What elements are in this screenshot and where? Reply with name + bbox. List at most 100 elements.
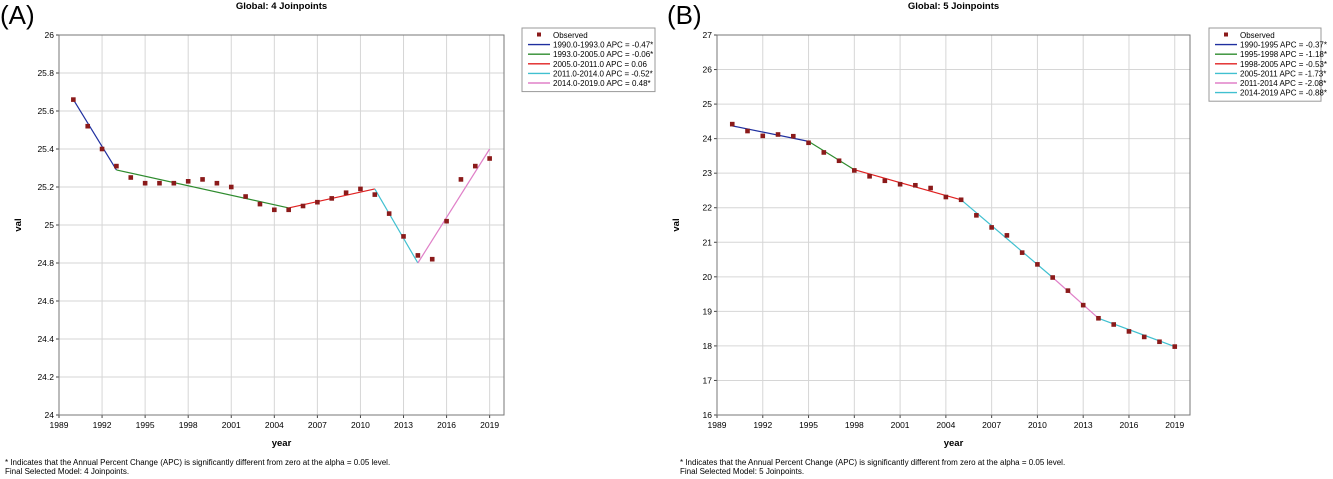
observed-point [415, 253, 421, 258]
y-tick-label: 25 [45, 220, 55, 230]
observed-point [852, 168, 857, 173]
x-tick-label: 2013 [394, 420, 413, 430]
plot-frame [716, 34, 1191, 416]
observed-point [1019, 250, 1025, 255]
legend-entry: 1993.0-2005.0 APC = -0.06* [553, 50, 653, 59]
observed-point [343, 190, 349, 195]
plot-area [717, 35, 1190, 415]
observed-point [458, 177, 464, 182]
x-tick-label: 2016 [1120, 420, 1139, 430]
y-tick-label: 17 [703, 375, 713, 385]
observed-point [897, 181, 903, 187]
observed-point [99, 146, 105, 152]
observed-point [300, 203, 306, 209]
joinpoint-chart-b: (B) Global: 5 Joinpoints 16 17 18 19 20 21 22 23 2… [667, 0, 1327, 476]
y-axis-label: val [13, 218, 24, 231]
observed-point [1141, 334, 1147, 340]
final-model-note: Final Selected Model: 4 Joinpoints. [5, 467, 129, 476]
observed-point [444, 218, 449, 224]
observed-point [286, 207, 291, 213]
observed-point [128, 175, 134, 180]
observed-point [989, 225, 994, 230]
y-tick-label: 18 [703, 341, 713, 351]
x-tick-label: 2004 [936, 420, 955, 430]
observed-point [836, 158, 842, 164]
panel-letter: (A) [0, 0, 35, 30]
legend-observed-marker [1224, 32, 1228, 37]
joinpoint-chart-a: (A) Global: 4 Joinpoints 24 24.2 24.4 24.6 24.… [0, 0, 656, 476]
legend-entry: 2014.0-2019.0 APC = 0.48* [553, 79, 651, 88]
final-model-note: Final Selected Model: 5 Joinpoints. [680, 467, 804, 476]
joinpoint-segment [808, 140, 855, 171]
observed-point [1172, 344, 1178, 349]
observed-point [157, 180, 162, 186]
x-tick-label: 2013 [1074, 420, 1093, 430]
joinpoint-segment [854, 169, 962, 201]
legend-entry: 2005.0-2011.0 APC = 0.06 [553, 60, 647, 69]
plot-frame [58, 34, 505, 416]
chart-title: Global: 5 Joinpoints [908, 1, 999, 12]
legend-entry: 1990.0-1993.0 APC = -0.47* [553, 41, 653, 50]
observed-point [472, 163, 478, 169]
observed-point [1004, 233, 1010, 238]
x-tick-label: 1989 [50, 420, 69, 430]
observed-point [1157, 339, 1162, 345]
y-tick-label: 24 [45, 410, 55, 420]
observed-point [745, 128, 750, 134]
legend-entry: 1995-1998 APC = -1.18* [1240, 50, 1327, 59]
observed-point [85, 123, 91, 129]
y-tick-label: 26 [703, 65, 713, 75]
x-axis-label: year [944, 438, 964, 449]
legend-entry: 1990-1995 APC = -0.37* [1240, 41, 1327, 50]
legend-entry: 1998-2005 APC = -0.53* [1240, 60, 1327, 69]
observed-point [775, 132, 781, 137]
y-tick-label: 20 [703, 272, 713, 282]
y-tick-label: 25.2 [37, 182, 54, 192]
y-tick-label: 26 [45, 30, 55, 40]
observed-point [171, 180, 177, 186]
observed-point [243, 194, 248, 199]
y-tick-label: 24.2 [37, 372, 54, 382]
x-tick-label: 1992 [753, 420, 772, 430]
x-tick-label: 1998 [845, 420, 864, 430]
y-tick-label: 25.4 [37, 144, 54, 154]
y-tick-label: 25.6 [37, 106, 54, 116]
observed-point [401, 234, 406, 239]
x-tick-label: 2001 [222, 420, 241, 430]
x-tick-label: 2019 [1165, 420, 1184, 430]
joinpoint-segment [116, 169, 289, 209]
observed-point [71, 97, 76, 102]
y-tick-label: 25 [703, 99, 713, 109]
observed-point [358, 186, 363, 192]
observed-point [1126, 329, 1132, 334]
legend-entry: Observed [1240, 31, 1275, 40]
footnote-significance: * Indicates that the Annual Percent Chan… [680, 458, 1065, 467]
observed-point [386, 211, 392, 216]
y-tick-label: 16 [703, 410, 713, 420]
x-tick-label: 1995 [799, 420, 818, 430]
x-tick-label: 2007 [982, 420, 1001, 430]
y-axis-label: val [671, 218, 682, 231]
x-axis-label: year [272, 438, 292, 449]
observed-point [1050, 275, 1055, 280]
legend-entry: 2011.0-2014.0 APC = -0.52* [553, 69, 653, 78]
x-tick-label: 2019 [480, 420, 499, 430]
y-tick-label: 27 [703, 30, 713, 40]
observed-point [185, 179, 191, 184]
joinpoint-segment [732, 125, 809, 142]
observed-point [372, 192, 378, 197]
x-tick-label: 2004 [265, 420, 284, 430]
observed-point [943, 194, 949, 200]
y-tick-label: 24.8 [37, 258, 54, 268]
observed-point [1035, 262, 1040, 267]
y-tick-label: 23 [703, 168, 713, 178]
legend-entry: Observed [553, 31, 588, 40]
observed-point [882, 178, 888, 184]
y-tick-label: 25.8 [37, 68, 54, 78]
observed-point [913, 182, 918, 188]
observed-point [142, 180, 148, 186]
x-tick-label: 2016 [437, 420, 456, 430]
chart-panel-a: (A) Global: 4 Joinpoints 24 24.2 24.4 24.6 24.… [0, 0, 666, 479]
x-tick-label: 1998 [179, 420, 198, 430]
legend-entry: 2014-2019 APC = -0.88* [1240, 89, 1327, 98]
